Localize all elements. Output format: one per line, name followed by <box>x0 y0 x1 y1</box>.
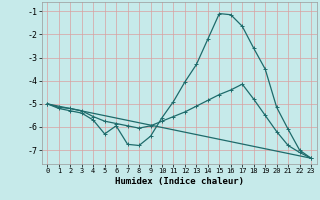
X-axis label: Humidex (Indice chaleur): Humidex (Indice chaleur) <box>115 177 244 186</box>
